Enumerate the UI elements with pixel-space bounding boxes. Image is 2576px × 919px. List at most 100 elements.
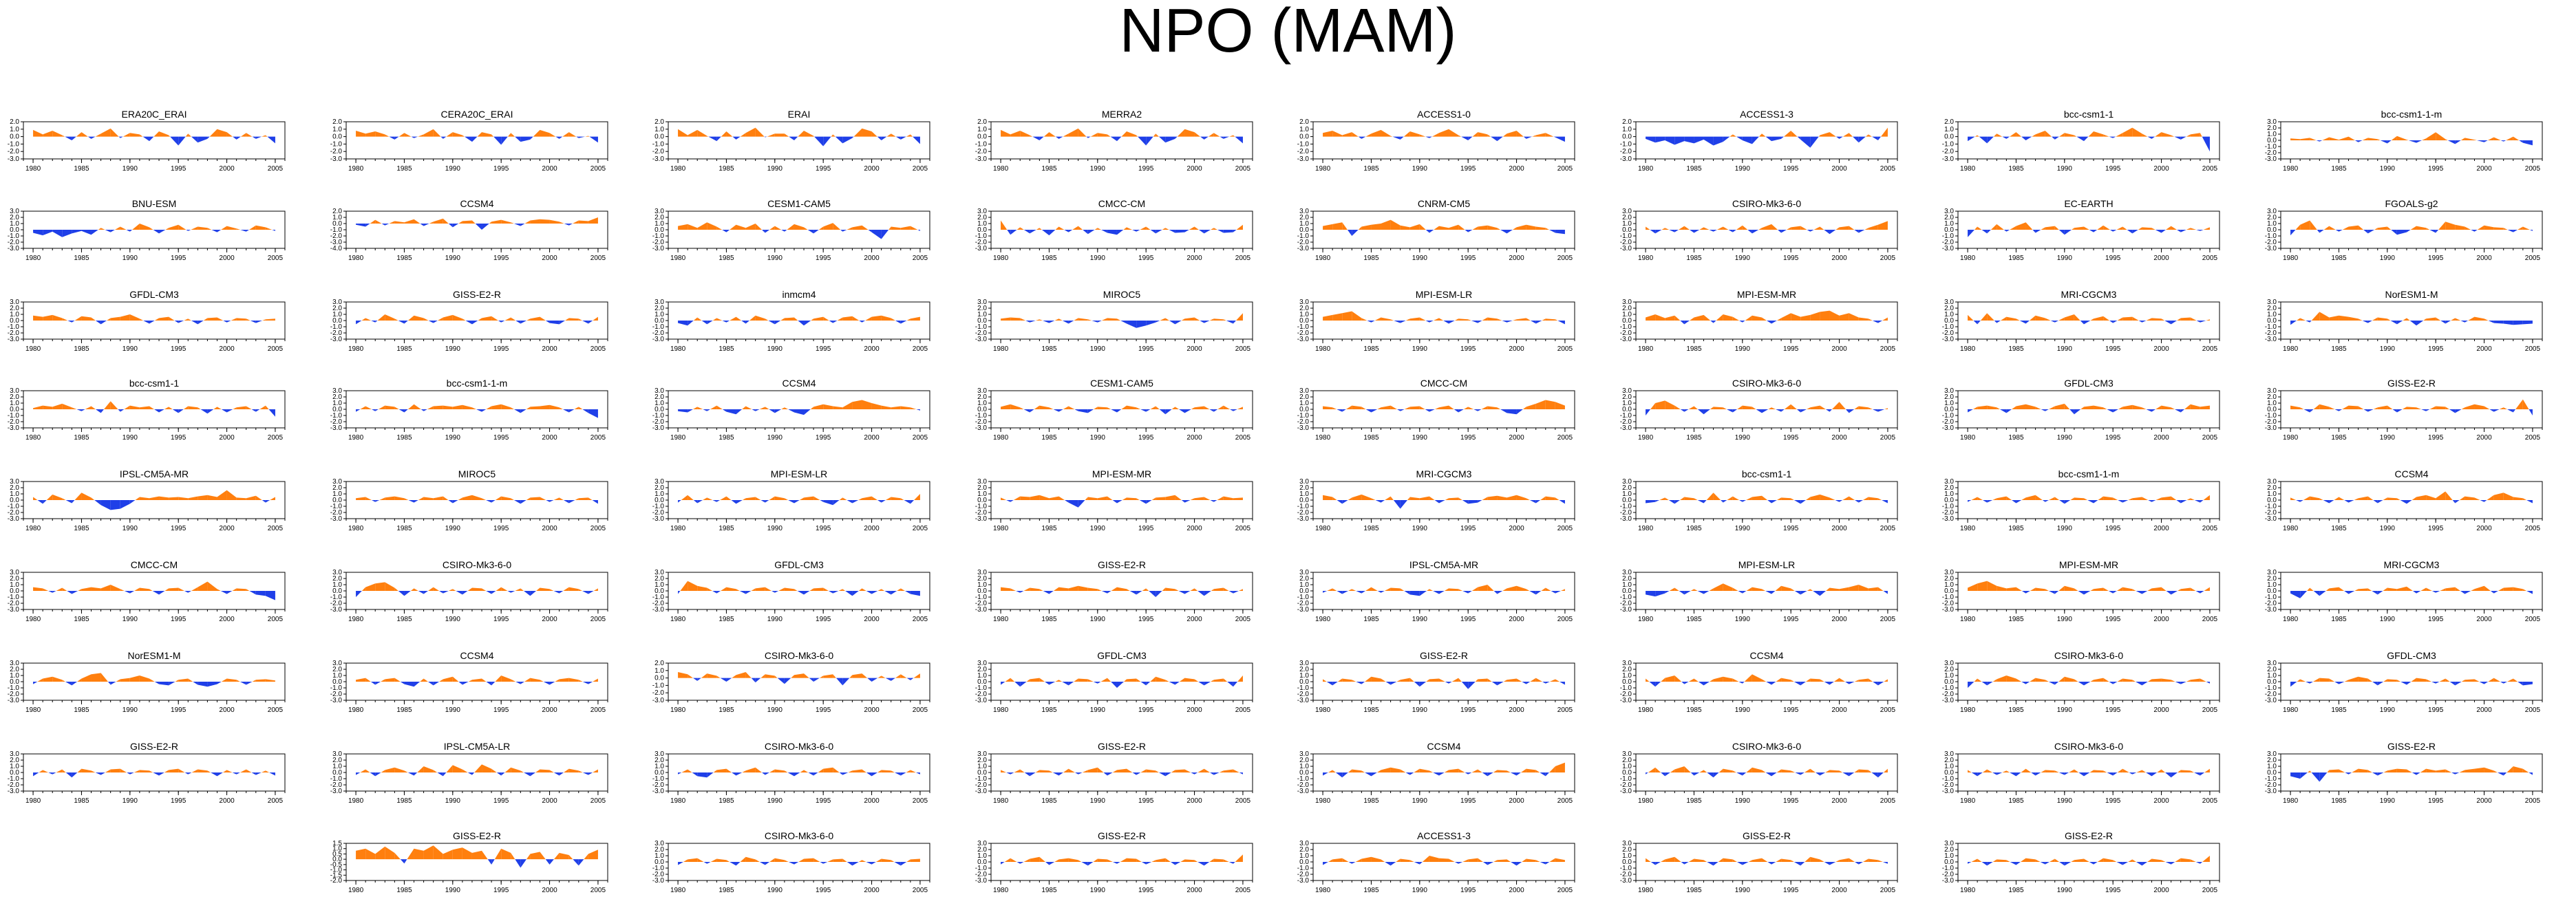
x-tick-label: 1995 bbox=[1783, 616, 1799, 623]
y-tick-label: 0.0 bbox=[332, 497, 342, 504]
area-segment bbox=[1791, 588, 1795, 591]
x-tick-label: 1990 bbox=[767, 434, 783, 442]
area-segment bbox=[1403, 131, 1410, 137]
area-segment bbox=[65, 682, 72, 686]
x-tick-label: 1980 bbox=[2283, 345, 2299, 353]
x-tick-label: 1995 bbox=[2105, 525, 2121, 532]
area-segment bbox=[1332, 313, 1343, 321]
panel-title: bcc-csm1-1 bbox=[1742, 468, 1792, 479]
area-segment bbox=[2203, 495, 2210, 500]
area-segment bbox=[2339, 315, 2349, 321]
x-tick-label: 1995 bbox=[2105, 255, 2121, 262]
area-segment bbox=[250, 321, 256, 323]
area-segment bbox=[1001, 497, 1007, 500]
x-tick-label: 2005 bbox=[913, 616, 928, 623]
area-segment bbox=[2484, 585, 2491, 591]
area-segment bbox=[462, 220, 472, 224]
area-segment bbox=[798, 130, 805, 137]
area-segment bbox=[2116, 226, 2123, 230]
y-tick-label: -2.0 bbox=[8, 691, 20, 698]
y-tick-label: -1.0 bbox=[2265, 143, 2277, 151]
area-segment bbox=[730, 316, 736, 321]
area-segment bbox=[123, 133, 130, 137]
area-segment bbox=[356, 130, 366, 137]
area-segment bbox=[1862, 497, 1869, 500]
area-segment bbox=[697, 222, 707, 230]
area-segment bbox=[2054, 136, 2059, 140]
y-tick-label: 0.0 bbox=[977, 587, 987, 595]
panel-title: ACCESS1-3 bbox=[1740, 109, 1793, 120]
panel-4: ACCESS1-0 2.0 1.0 0.0 -1.0 -2.0 -3.0 1980 1985 19… bbox=[1290, 107, 1583, 182]
area-segment bbox=[588, 217, 598, 224]
area-segment bbox=[110, 316, 120, 321]
area-segment bbox=[1223, 136, 1230, 139]
area-segment bbox=[1323, 495, 1333, 500]
area-segment bbox=[2094, 587, 2104, 591]
area-segment bbox=[1820, 132, 1830, 137]
y-tick-label: -2.0 bbox=[8, 148, 20, 155]
area-segment bbox=[2069, 409, 2074, 415]
area-segment bbox=[2329, 226, 2336, 230]
area-segment bbox=[423, 129, 434, 137]
area-segment bbox=[356, 678, 366, 682]
area-segment bbox=[2103, 587, 2109, 591]
area-segment bbox=[2016, 500, 2022, 504]
area-segment bbox=[448, 589, 453, 591]
area-segment bbox=[524, 591, 531, 596]
panel-49: CCSM4 3.0 2.0 1.0 0.0 -1.0 -2.0 -3.0 1980 1985 199… bbox=[323, 648, 616, 724]
x-tick-label: 1995 bbox=[171, 525, 187, 532]
area-segment bbox=[414, 315, 424, 321]
y-tick-label: 0.0 bbox=[10, 406, 19, 413]
area-segment bbox=[1776, 409, 1782, 412]
area-segment bbox=[2076, 136, 2084, 142]
x-tick-label: 1980 bbox=[348, 165, 364, 173]
area-segment bbox=[2186, 498, 2191, 500]
area-segment bbox=[149, 589, 153, 591]
y-tick-label: -3.0 bbox=[2265, 336, 2277, 343]
area-segment bbox=[1001, 129, 1011, 137]
area-segment bbox=[2436, 491, 2446, 500]
area-segment bbox=[1438, 591, 1445, 594]
x-tick-label: 2000 bbox=[542, 255, 557, 262]
area-segment bbox=[1371, 129, 1381, 137]
area-segment bbox=[209, 129, 217, 137]
y-tick-label: 1.0 bbox=[1944, 126, 1954, 133]
area-segment bbox=[2477, 225, 2484, 230]
y-tick-label: -1.0 bbox=[330, 503, 343, 510]
area-segment bbox=[1223, 319, 1226, 321]
area-segment bbox=[255, 321, 263, 323]
area-segment bbox=[104, 401, 111, 409]
area-segment bbox=[217, 230, 222, 233]
x-tick-label: 2005 bbox=[2202, 165, 2218, 173]
area-segment bbox=[697, 678, 701, 681]
area-segment bbox=[2122, 316, 2133, 321]
area-segment bbox=[1839, 500, 1843, 502]
area-segment bbox=[765, 407, 769, 409]
area-segment bbox=[1189, 226, 1195, 230]
area-segment bbox=[2204, 587, 2210, 591]
area-segment bbox=[1458, 409, 1464, 413]
area-segment bbox=[2412, 591, 2417, 594]
area-segment bbox=[900, 498, 904, 500]
area-segment bbox=[134, 587, 140, 591]
area-segment bbox=[129, 230, 133, 232]
area-segment bbox=[462, 318, 466, 321]
y-tick-label: 3.0 bbox=[2267, 569, 2277, 576]
area-segment bbox=[707, 409, 710, 411]
area-segment bbox=[1829, 310, 1840, 321]
area-segment bbox=[1211, 228, 1214, 230]
area-segment bbox=[2132, 127, 2142, 137]
area-segment bbox=[1053, 409, 1059, 412]
area-segment bbox=[1820, 310, 1830, 321]
area-segment bbox=[1462, 591, 1469, 594]
area-segment bbox=[1400, 225, 1410, 230]
area-segment bbox=[100, 673, 108, 682]
area-segment bbox=[433, 218, 443, 224]
area-segment bbox=[1487, 585, 1494, 591]
area-segment bbox=[1213, 500, 1217, 502]
area-segment bbox=[2499, 407, 2504, 409]
area-segment bbox=[1016, 227, 1021, 230]
